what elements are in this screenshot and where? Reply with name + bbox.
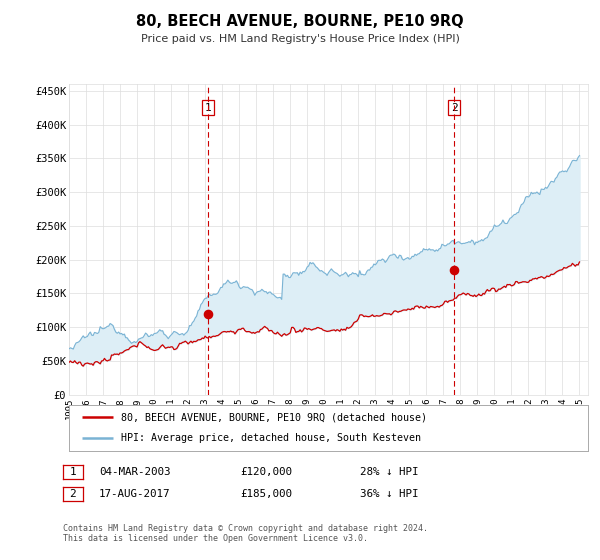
- Text: Price paid vs. HM Land Registry's House Price Index (HPI): Price paid vs. HM Land Registry's House …: [140, 34, 460, 44]
- Text: Contains HM Land Registry data © Crown copyright and database right 2024.: Contains HM Land Registry data © Crown c…: [63, 524, 428, 533]
- Text: 17-AUG-2017: 17-AUG-2017: [99, 489, 170, 499]
- Text: 1: 1: [70, 467, 76, 477]
- Text: 80, BEECH AVENUE, BOURNE, PE10 9RQ (detached house): 80, BEECH AVENUE, BOURNE, PE10 9RQ (deta…: [121, 412, 427, 422]
- Text: HPI: Average price, detached house, South Kesteven: HPI: Average price, detached house, Sout…: [121, 433, 421, 444]
- Text: £120,000: £120,000: [240, 467, 292, 477]
- Text: 28% ↓ HPI: 28% ↓ HPI: [360, 467, 419, 477]
- Point: [449, 265, 459, 274]
- Text: £185,000: £185,000: [240, 489, 292, 499]
- Text: 04-MAR-2003: 04-MAR-2003: [99, 467, 170, 477]
- Text: This data is licensed under the Open Government Licence v3.0.: This data is licensed under the Open Gov…: [63, 534, 368, 543]
- Text: 80, BEECH AVENUE, BOURNE, PE10 9RQ: 80, BEECH AVENUE, BOURNE, PE10 9RQ: [136, 14, 464, 29]
- Text: 36% ↓ HPI: 36% ↓ HPI: [360, 489, 419, 499]
- Text: 1: 1: [205, 102, 211, 113]
- Text: 2: 2: [451, 102, 457, 113]
- Text: 2: 2: [70, 489, 76, 499]
- Point: [203, 309, 213, 318]
